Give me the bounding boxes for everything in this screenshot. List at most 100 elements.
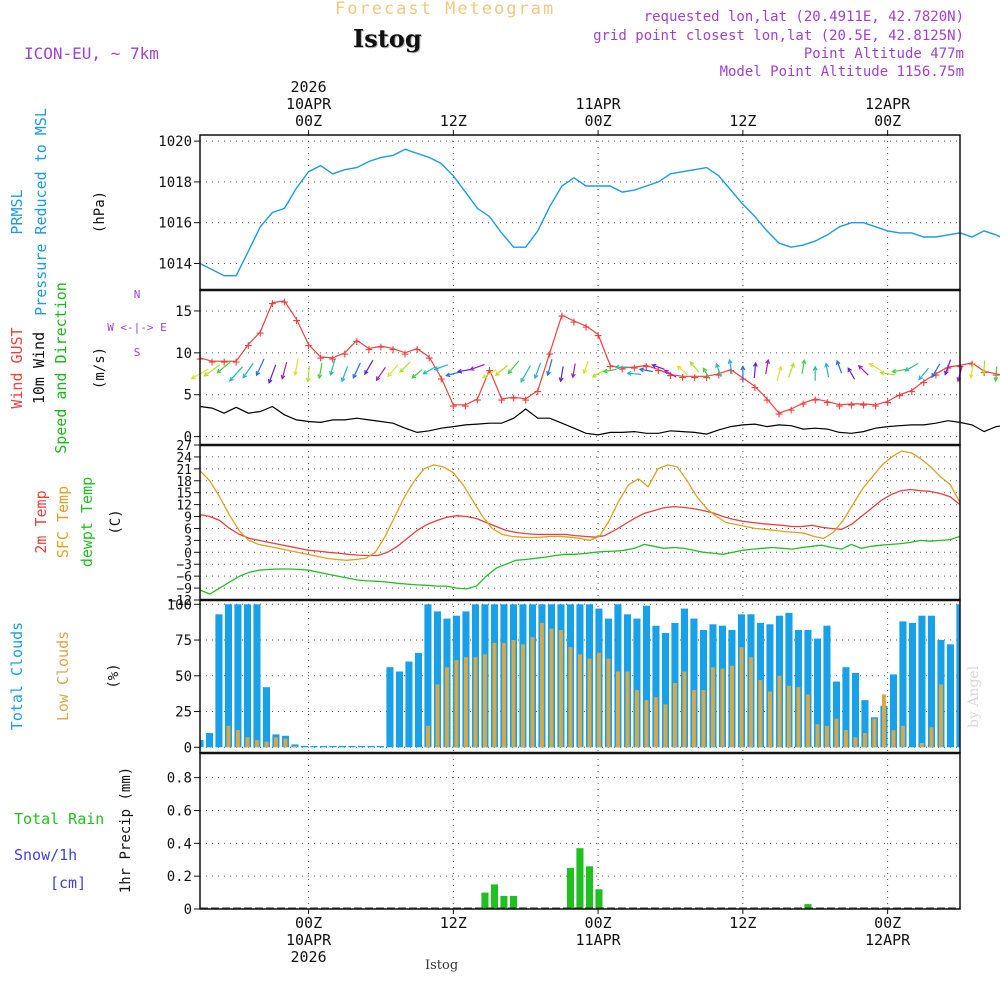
total-cloud-bar <box>851 672 859 748</box>
wind-gust-marker: + <box>522 393 530 408</box>
wind-gust-marker: + <box>920 375 928 390</box>
total-cloud-bar <box>433 611 441 748</box>
total-cloud-bar <box>946 644 954 748</box>
wind-direction-arrow-shaft <box>677 365 688 376</box>
wind-gust-marker: + <box>220 355 228 370</box>
wind-direction-arrow-head <box>267 378 273 384</box>
total-cloud-bar <box>310 745 318 748</box>
snow-unit-label: [cm] <box>50 874 86 892</box>
wind-gust-marker: + <box>510 391 518 406</box>
wind-direction-arrow-head <box>651 363 657 369</box>
wind-direction-arrow <box>570 363 576 379</box>
wind-direction-arrow <box>904 362 919 372</box>
wind-direction-arrow <box>847 367 856 380</box>
total-cloud-bar <box>405 661 413 748</box>
total-cloud-bar <box>224 604 232 748</box>
y-tick-label: 0.8 <box>167 771 192 787</box>
wind-gust-marker: + <box>389 343 397 358</box>
wind-direction-arrow-head <box>689 361 695 367</box>
wind-gust-marker: + <box>679 370 687 385</box>
wind-direction-arrow-head <box>944 370 949 376</box>
wind-direction-arrow <box>591 370 604 378</box>
wind-direction-arrow-shaft <box>364 359 374 375</box>
wind-direction-arrow-head <box>352 373 357 380</box>
wind-direction-arrow-head <box>676 365 682 371</box>
wind-direction-arrow <box>879 370 895 376</box>
low-cloud-bar <box>464 657 468 748</box>
y-tick-label: 1020 <box>158 134 192 150</box>
y-tick-label: 0 <box>184 902 192 918</box>
wind-direction-arrow-head <box>891 368 897 374</box>
wind-direction-arrow-head <box>868 362 874 368</box>
wind-direction-arrow <box>305 365 311 383</box>
low-cloud-bar <box>929 727 934 748</box>
wind-direction-arrow <box>752 361 758 378</box>
wind-gust-marker: + <box>848 398 856 413</box>
wind-direction-arrow <box>602 368 617 374</box>
top-time-label: 00Z <box>874 112 901 130</box>
top-time-label: 00Z <box>295 112 322 130</box>
wind-direction-arrow <box>582 360 589 375</box>
wind-direction-arrow <box>280 361 288 380</box>
temp-unit: (C) <box>108 509 124 534</box>
wind-direction-arrow-head <box>765 358 771 364</box>
wind-direction-arrow-head <box>399 368 405 373</box>
low-cloud-bar <box>844 730 848 748</box>
total-cloud-bar <box>395 671 403 748</box>
precip-bar <box>585 866 593 909</box>
wind-direction-arrow-head <box>387 372 393 378</box>
wind-gust-marker: + <box>715 368 723 383</box>
temp-sfc-label: SFC Temp <box>54 486 72 558</box>
wind-direction-arrow <box>546 359 553 377</box>
wind-direction-arrow <box>944 359 952 376</box>
low-cloud-bar <box>454 660 459 748</box>
wind-gust-marker: + <box>968 357 976 372</box>
wind-direction-arrow <box>689 361 700 373</box>
wind-direction-arrow <box>317 362 323 380</box>
wind-direction-arrow-shaft <box>664 369 677 378</box>
wind-direction-arrow-shaft <box>268 364 277 384</box>
y-tick-label: 15 <box>175 304 192 320</box>
wind-direction-arrow <box>433 364 449 371</box>
low-cloud-bar <box>492 642 497 748</box>
total-cloud-bar <box>699 630 707 748</box>
low-cloud-bar <box>654 697 658 748</box>
low-cloud-bar <box>521 644 525 748</box>
wind-direction-arrow-shaft <box>652 364 665 370</box>
wind-direction-arrow-head <box>520 377 525 383</box>
low-cloud-bar <box>274 737 278 748</box>
wind-direction-arrow <box>812 365 818 381</box>
wind-direction-arrow-shaft <box>983 360 986 374</box>
clouds-unit: (%) <box>106 663 122 688</box>
low-cloud-bar <box>720 668 725 748</box>
wind-direction-arrow-head <box>591 373 597 378</box>
wind-direction-arrow-shaft <box>470 363 485 371</box>
low-cloud-bar <box>511 640 516 748</box>
wind-direction-arrow <box>352 362 361 380</box>
low-cloud-bar <box>264 741 269 748</box>
wind-gust-marker: + <box>775 407 783 422</box>
wind-direction-arrow <box>533 362 542 380</box>
wind-direction-arrow-head <box>602 368 608 374</box>
y-tick-label: 5 <box>184 388 192 404</box>
wind-direction-arrow-shaft <box>905 362 919 372</box>
wind-gust-marker: + <box>281 295 289 310</box>
low-cloud-bar <box>255 740 259 748</box>
wind-direction-arrow <box>242 362 254 379</box>
wind-direction-arrow-shaft <box>495 365 508 376</box>
y-tick-label: 50 <box>175 669 192 685</box>
temp-dewpt-line <box>199 535 961 595</box>
wind-direction-arrow-head <box>904 367 910 372</box>
low-cloud-bar <box>502 642 506 748</box>
wind-direction-arrow-head <box>329 370 334 377</box>
total-cloud-bar <box>927 615 935 748</box>
wind-gust-marker: + <box>667 369 675 384</box>
total-cloud-bar <box>291 744 299 748</box>
low-cloud-bar <box>882 694 886 748</box>
wind-gust-marker: + <box>811 393 819 408</box>
wind-gust-marker: + <box>570 315 578 330</box>
low-cloud-bar <box>768 691 772 748</box>
y-tick-label: 15 <box>176 487 192 502</box>
wind-gust-marker: + <box>558 309 566 324</box>
wind-direction-arrow-head <box>777 365 783 371</box>
